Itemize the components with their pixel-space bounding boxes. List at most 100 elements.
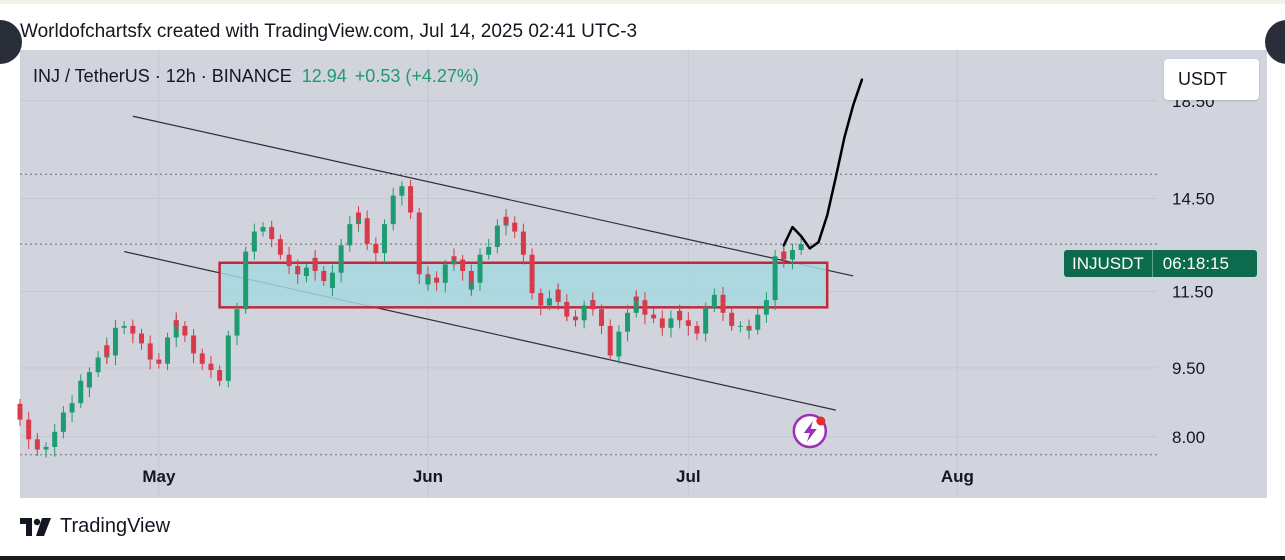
x-tick-label: Aug [941, 467, 974, 486]
candle-body [546, 298, 552, 306]
candle [651, 308, 657, 324]
candle-body [659, 324, 665, 328]
candle-body [442, 264, 448, 280]
candle-body [338, 245, 344, 258]
candle-body [711, 294, 717, 308]
candle [286, 254, 292, 275]
candle-body [139, 339, 145, 344]
tradingview-footer[interactable]: TradingView [20, 515, 170, 538]
candle-body [746, 329, 752, 331]
candle-body [564, 310, 570, 317]
price-tag-symbol: INJUSDT [1064, 250, 1153, 277]
candle-body [34, 444, 40, 450]
candle [468, 274, 474, 297]
bottom-strip [0, 556, 1285, 560]
candle-body [225, 335, 231, 368]
candle [312, 249, 318, 281]
candle-body [329, 272, 335, 288]
candle [390, 187, 396, 218]
candle-body [373, 243, 379, 254]
candle [677, 304, 683, 329]
candle [95, 351, 101, 378]
candle-body [26, 429, 32, 440]
candle [130, 323, 136, 344]
candle [182, 321, 188, 342]
candle [399, 181, 405, 206]
candle-body [217, 376, 223, 381]
candle [668, 310, 674, 329]
candle [737, 321, 743, 333]
candle-body [43, 446, 49, 450]
candle [512, 216, 518, 239]
candle-body [451, 256, 457, 260]
candle [156, 353, 162, 369]
candle-body [295, 266, 301, 275]
candle [338, 238, 344, 263]
candle-body [763, 300, 769, 315]
candle [139, 333, 145, 350]
candle-body [737, 325, 743, 327]
candle [633, 290, 639, 307]
candle-body [720, 303, 726, 313]
candle [763, 292, 769, 323]
candle-body [321, 270, 327, 282]
candle-body [416, 212, 422, 237]
candle [277, 240, 283, 260]
next-arrow-icon[interactable] [1265, 20, 1285, 64]
support-zone [218, 261, 829, 309]
candle-body [607, 341, 613, 356]
candle-body [347, 224, 353, 246]
candle-body [182, 325, 188, 336]
candle [625, 304, 631, 342]
candle [69, 395, 75, 423]
candle-body [147, 351, 153, 360]
candle-body [477, 254, 483, 270]
candle-body [703, 307, 709, 325]
candle [659, 319, 665, 336]
candle-body [112, 327, 118, 340]
candle-body [625, 312, 631, 332]
candle-body [130, 331, 136, 334]
candle [86, 367, 92, 398]
candle-body [590, 300, 596, 310]
candle [685, 312, 691, 336]
price-tag: INJUSDT 06:18:15 [1064, 250, 1257, 277]
support-zone-box [218, 261, 829, 309]
candle-body [651, 314, 657, 319]
candle [329, 264, 335, 296]
candle-body [95, 357, 101, 373]
y-tick-label: 8.00 [1172, 428, 1205, 447]
candle [772, 249, 778, 283]
candle-body [642, 307, 648, 315]
candle-body [572, 316, 578, 321]
candle-body [78, 380, 84, 392]
candle-body [269, 233, 275, 240]
currency-button[interactable]: USDT [1164, 59, 1259, 100]
candle-body [468, 282, 474, 290]
candle-body [364, 233, 370, 244]
grid-lines [20, 50, 1157, 498]
candle [355, 206, 361, 229]
candle [581, 300, 587, 323]
candle-body [520, 231, 526, 243]
candle-body [425, 277, 431, 285]
candle [789, 243, 795, 270]
candle-body [156, 359, 162, 364]
prev-arrow-icon[interactable] [0, 20, 22, 64]
symbol-header: INJ / TetherUS · 12h · BINANCE 12.94 +0.53… [33, 66, 479, 87]
candle-body [529, 254, 535, 283]
candle [720, 298, 726, 321]
candle-body [798, 244, 804, 250]
candle [460, 254, 466, 281]
candle-body [243, 251, 249, 275]
candle [546, 290, 552, 311]
candle [60, 406, 66, 428]
candle [234, 302, 240, 346]
candle [347, 216, 353, 252]
x-tick-label: Jun [413, 467, 443, 486]
candle [538, 293, 544, 316]
candle [616, 325, 622, 364]
candle-body [382, 224, 388, 240]
